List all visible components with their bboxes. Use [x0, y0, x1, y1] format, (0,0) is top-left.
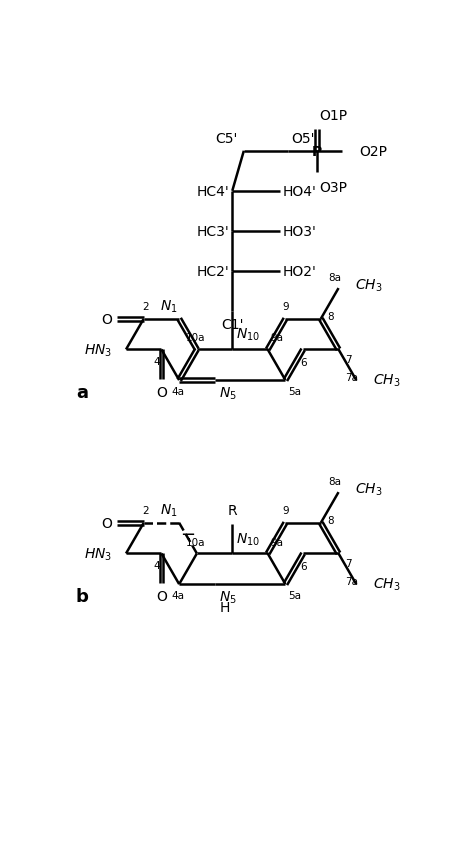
Text: 2: 2	[142, 302, 149, 311]
Text: HC4': HC4'	[196, 184, 229, 199]
Text: $CH_3$: $CH_3$	[373, 577, 400, 593]
Text: $CH_3$: $CH_3$	[356, 481, 383, 497]
Text: b: b	[76, 587, 89, 605]
Text: 8: 8	[327, 515, 334, 525]
Text: −: −	[181, 525, 195, 543]
Text: R: R	[227, 503, 237, 517]
Text: $N_5$: $N_5$	[219, 386, 237, 402]
Text: a: a	[76, 383, 88, 401]
Text: O5': O5'	[292, 131, 315, 145]
Text: $CH_3$: $CH_3$	[356, 277, 383, 293]
Text: 2: 2	[142, 506, 149, 515]
Text: H: H	[219, 600, 230, 614]
Text: 4: 4	[153, 560, 160, 570]
Text: HO2': HO2'	[283, 264, 317, 279]
Text: $N_{10}$: $N_{10}$	[236, 327, 260, 343]
Text: $N_1$: $N_1$	[160, 299, 178, 315]
Text: HC3': HC3'	[196, 224, 229, 239]
Text: 6: 6	[300, 561, 307, 572]
Text: 10a: 10a	[186, 334, 205, 343]
Text: 8a: 8a	[328, 477, 341, 486]
Text: HO4': HO4'	[283, 184, 317, 199]
Text: 9a: 9a	[271, 537, 284, 547]
Text: 5a: 5a	[288, 386, 301, 397]
Text: $HN_3$: $HN_3$	[84, 546, 112, 562]
Text: 7: 7	[344, 559, 351, 568]
Text: 7: 7	[344, 355, 351, 364]
Text: O: O	[156, 589, 167, 603]
Text: O2P: O2P	[359, 145, 388, 159]
Text: 8a: 8a	[328, 273, 341, 282]
Text: P: P	[312, 145, 322, 159]
Text: $CH_3$: $CH_3$	[373, 373, 400, 389]
Text: C5': C5'	[215, 131, 238, 145]
Text: $HN_3$: $HN_3$	[84, 342, 112, 358]
Text: 10a: 10a	[186, 537, 205, 547]
Text: 7a: 7a	[345, 577, 358, 586]
Text: $N_5$: $N_5$	[219, 589, 237, 606]
Text: O: O	[101, 516, 112, 531]
Text: C1': C1'	[221, 317, 244, 332]
Text: 4: 4	[153, 357, 160, 366]
Text: 9a: 9a	[271, 334, 284, 343]
Text: HO3': HO3'	[283, 224, 317, 239]
Text: O1P: O1P	[319, 108, 347, 122]
Text: 8: 8	[327, 311, 334, 322]
Text: O: O	[156, 386, 167, 399]
Text: 6: 6	[300, 357, 307, 368]
Text: 9: 9	[282, 506, 289, 515]
Text: O3P: O3P	[319, 181, 347, 194]
Text: O: O	[101, 312, 112, 327]
Text: 9: 9	[282, 302, 289, 311]
Text: 4a: 4a	[171, 386, 184, 397]
Text: 5a: 5a	[288, 590, 301, 601]
Text: HC2': HC2'	[196, 264, 229, 279]
Text: 7a: 7a	[345, 373, 358, 382]
Text: $N_{10}$: $N_{10}$	[236, 531, 260, 547]
Text: $N_1$: $N_1$	[160, 502, 178, 519]
Text: 4a: 4a	[171, 590, 184, 601]
